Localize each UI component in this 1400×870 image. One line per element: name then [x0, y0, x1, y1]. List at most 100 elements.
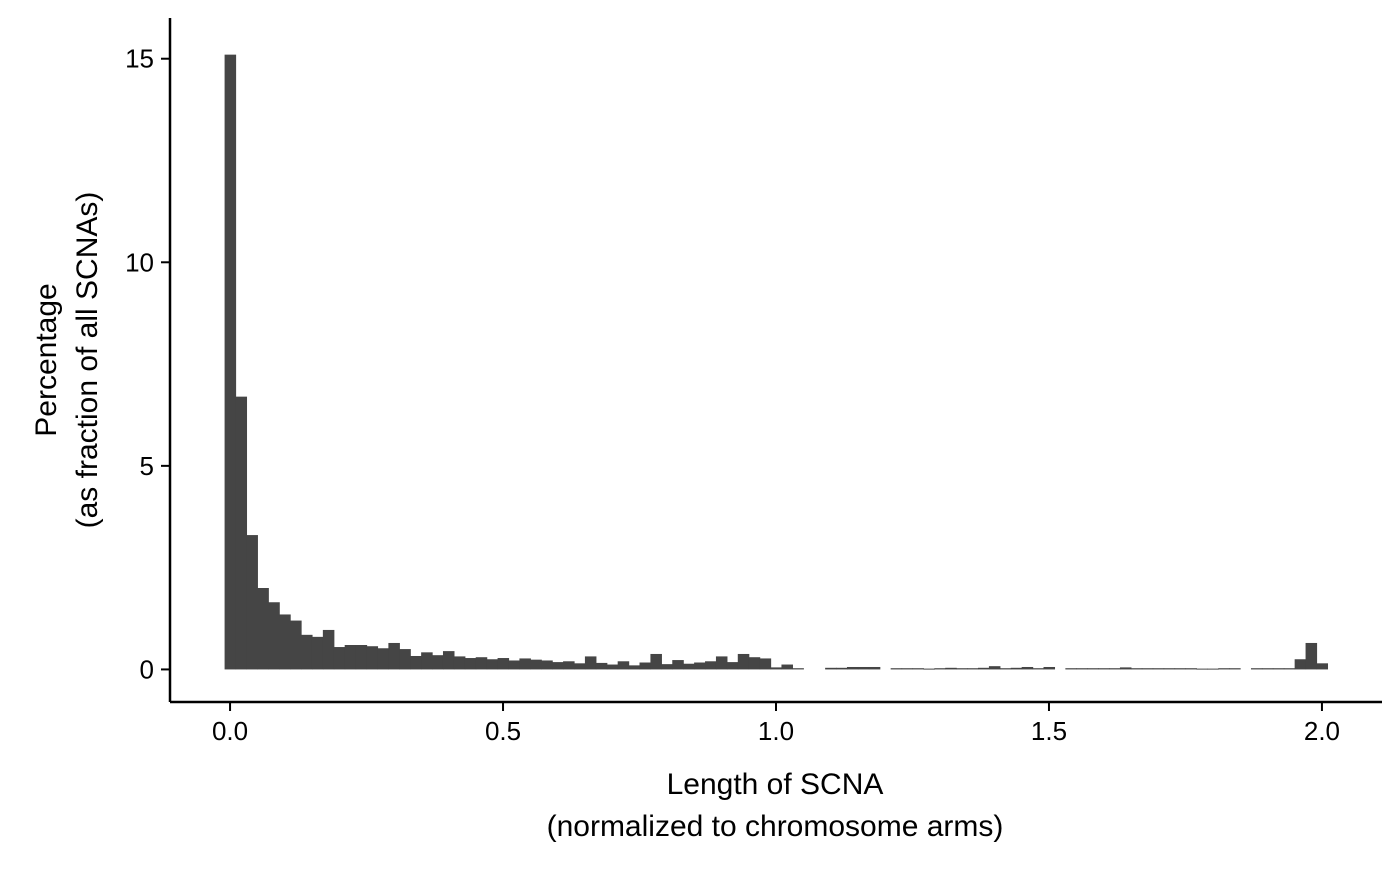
- histogram-bar: [475, 657, 488, 670]
- x-tick-label: 2.0: [1304, 716, 1340, 746]
- y-axis-ticks: 0 5 10 15: [125, 44, 170, 684]
- histogram-bar: [464, 658, 477, 670]
- histogram-bar: [1294, 659, 1307, 670]
- histogram-bar: [901, 668, 914, 670]
- histogram-bar: [595, 662, 608, 670]
- x-axis-title-line1: Length of SCNA: [667, 768, 884, 801]
- y-tick-label: 0: [140, 654, 154, 684]
- histogram-bar: [279, 614, 291, 670]
- histogram-bar: [1010, 667, 1023, 670]
- histogram-bar: [1218, 668, 1230, 670]
- histogram-bar: [1196, 668, 1208, 670]
- histogram-bar: [1316, 663, 1329, 670]
- histogram-bar: [781, 664, 793, 670]
- histogram-bar: [432, 655, 444, 670]
- histogram-bar: [388, 642, 400, 670]
- histogram-bar: [606, 664, 619, 670]
- histogram-bar: [1229, 668, 1241, 670]
- histogram-bar: [519, 658, 531, 670]
- histogram-bar: [825, 667, 837, 670]
- y-tick-label: 15: [125, 44, 154, 74]
- histogram-bar: [453, 656, 466, 670]
- histogram-bar: [1032, 668, 1045, 670]
- histogram-bar: [694, 662, 706, 670]
- histogram-bar: [868, 666, 881, 670]
- histogram-bar: [999, 668, 1012, 670]
- y-tick-label: 5: [140, 451, 154, 481]
- histogram-bar: [563, 661, 575, 670]
- histogram-bar: [683, 663, 695, 670]
- histogram-bar: [1272, 668, 1285, 670]
- histogram-bar: [290, 620, 302, 670]
- histogram-bar: [737, 653, 750, 670]
- histogram-bar: [1119, 667, 1132, 670]
- histogram-bar: [846, 666, 859, 670]
- histogram-bar: [1250, 668, 1263, 670]
- histogram-bar: [268, 602, 280, 670]
- histogram-bar: [628, 665, 641, 670]
- histogram-bar: [1109, 668, 1121, 670]
- histogram-bar: [661, 664, 673, 670]
- histogram-bar: [726, 662, 739, 670]
- histogram-bar: [1043, 666, 1056, 670]
- histogram-bar: [552, 662, 564, 670]
- histogram-bar: [224, 54, 237, 670]
- x-tick-label: 0.5: [485, 716, 521, 746]
- histogram-bar: [715, 656, 728, 670]
- histogram-bar: [1152, 668, 1165, 670]
- histogram-bar: [311, 636, 324, 670]
- histogram-bar: [1261, 668, 1274, 670]
- histogram-bar: [1087, 668, 1099, 670]
- y-axis-title-line2: (as fraction of all SCNAs): [71, 192, 104, 529]
- histogram-bar: [235, 396, 248, 670]
- histogram-bar: [934, 668, 946, 670]
- histogram-bar: [705, 661, 717, 670]
- histogram-bar: [890, 668, 903, 670]
- histogram-bar: [650, 653, 662, 670]
- x-axis-ticks: 0.0 0.5 1.0 1.5 2.0: [212, 702, 1340, 746]
- histogram-bar: [1141, 668, 1154, 670]
- histogram-bars: [224, 54, 1329, 670]
- histogram-bar: [978, 667, 990, 670]
- histogram-bar: [912, 668, 925, 670]
- histogram-bar: [1185, 668, 1197, 670]
- histogram-bar: [410, 655, 422, 670]
- histogram-bar: [301, 634, 313, 670]
- histogram-bar: [923, 668, 935, 670]
- histogram-bar: [486, 659, 499, 670]
- histogram-bar: [246, 535, 258, 670]
- histogram-bar: [344, 645, 357, 670]
- histogram-bar: [497, 658, 510, 670]
- histogram-bar: [967, 668, 979, 670]
- histogram-bar: [748, 657, 761, 670]
- x-tick-label: 0.0: [212, 716, 248, 746]
- y-axis-title-line1: Percentage: [30, 283, 63, 436]
- histogram-bar: [617, 661, 630, 670]
- histogram-bar: [421, 652, 433, 670]
- histogram-bar: [945, 667, 957, 670]
- histogram-bar: [399, 649, 411, 670]
- histogram-bar: [1076, 668, 1088, 670]
- histogram-bar: [442, 651, 455, 670]
- histogram-bar: [1174, 668, 1187, 670]
- x-tick-label: 1.5: [1031, 716, 1067, 746]
- histogram-bar: [1283, 668, 1296, 670]
- histogram-bar: [1305, 642, 1318, 670]
- histogram-bar: [1021, 666, 1034, 670]
- histogram-bar: [1163, 668, 1176, 670]
- histogram-bar: [377, 648, 389, 670]
- histogram-bar: [366, 646, 379, 670]
- histogram-bar: [836, 667, 848, 670]
- histogram-bar: [759, 658, 772, 670]
- histogram-bar: [530, 659, 542, 670]
- histogram-bar: [857, 666, 870, 670]
- histogram-bar: [1065, 668, 1077, 670]
- histogram-bar: [322, 629, 335, 670]
- histogram-bar: [672, 660, 684, 670]
- histogram-bar: [1130, 668, 1143, 670]
- y-tick-label: 10: [125, 247, 154, 277]
- histogram-bar: [770, 667, 783, 670]
- histogram-bar: [508, 660, 521, 670]
- histogram-bar: [574, 663, 586, 670]
